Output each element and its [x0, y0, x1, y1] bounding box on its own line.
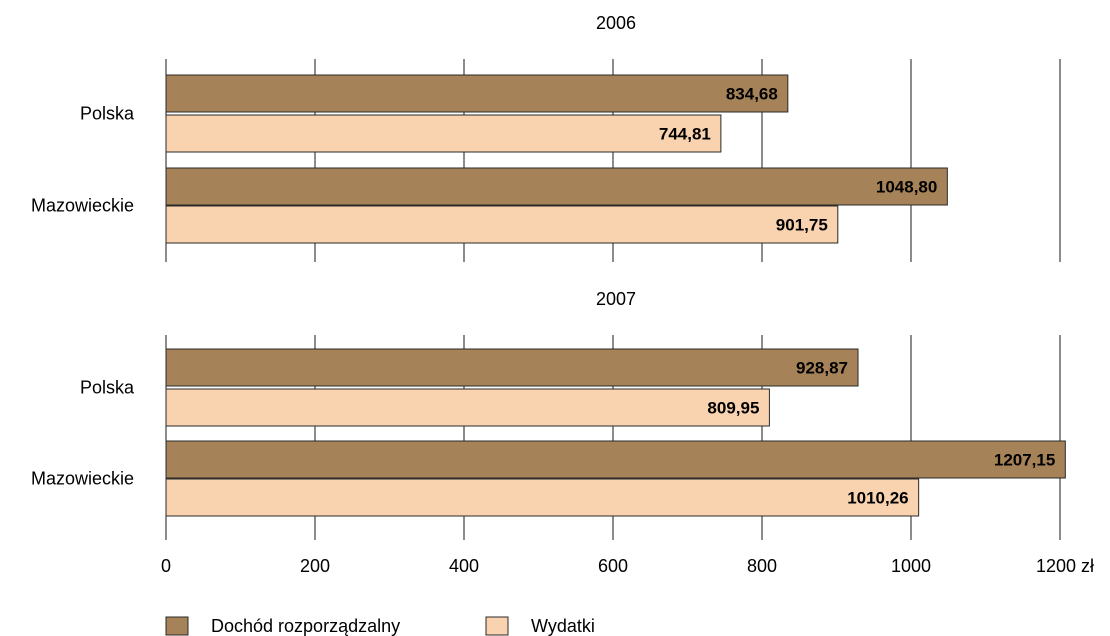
bar-2007-polska-wydatki [165, 388, 770, 427]
data-label-2007-mazowieckie-dochod: 1207,15 [994, 451, 1055, 470]
bar-2006-polska-dochod [165, 74, 789, 113]
x-tick-label-1000: 1000 [891, 556, 931, 576]
data-label-2007-polska-dochod: 928,87 [796, 359, 848, 378]
x-tick-label-1200: 1200 zł [1036, 556, 1094, 576]
data-label-2007-mazowieckie-wydatki: 1010,26 [847, 489, 908, 508]
data-label-2007-polska-wydatki: 809,95 [707, 399, 759, 418]
bar-2007-polska-dochod [165, 348, 859, 387]
panel-title-2006: 2006 [596, 13, 636, 33]
panel-title-2007: 2007 [596, 289, 636, 309]
bar-2006-polska-wydatki [165, 114, 722, 153]
category-label-2006-polska: Polska [80, 104, 135, 124]
category-label-2006-mazowieckie: Mazowieckie [31, 196, 134, 216]
category-label-2007-mazowieckie: Mazowieckie [31, 469, 134, 489]
legend-label-dochod: Dochód rozporządzalny [211, 616, 400, 636]
category-label-2007-polska: Polska [80, 378, 135, 398]
legend-swatch-dochod [165, 616, 189, 636]
x-tick-label-800: 800 [747, 556, 777, 576]
data-label-2006-mazowieckie-dochod: 1048,80 [876, 178, 937, 197]
legend-swatch-wydatki [485, 616, 509, 636]
x-tick-label-400: 400 [449, 556, 479, 576]
bar-2007-mazowieckie-wydatki [165, 478, 920, 517]
legend-label-wydatki: Wydatki [531, 616, 595, 636]
data-label-2006-polska-dochod: 834,68 [726, 85, 778, 104]
x-tick-label-0: 0 [161, 556, 171, 576]
x-tick-label-600: 600 [598, 556, 628, 576]
bar-2006-mazowieckie-wydatki [165, 205, 839, 244]
bar-2007-mazowieckie-dochod [165, 440, 1066, 479]
bar-2006-mazowieckie-dochod [165, 167, 948, 206]
data-label-2006-mazowieckie-wydatki: 901,75 [776, 216, 828, 235]
data-label-2006-polska-wydatki: 744,81 [659, 125, 711, 144]
x-tick-label-200: 200 [300, 556, 330, 576]
